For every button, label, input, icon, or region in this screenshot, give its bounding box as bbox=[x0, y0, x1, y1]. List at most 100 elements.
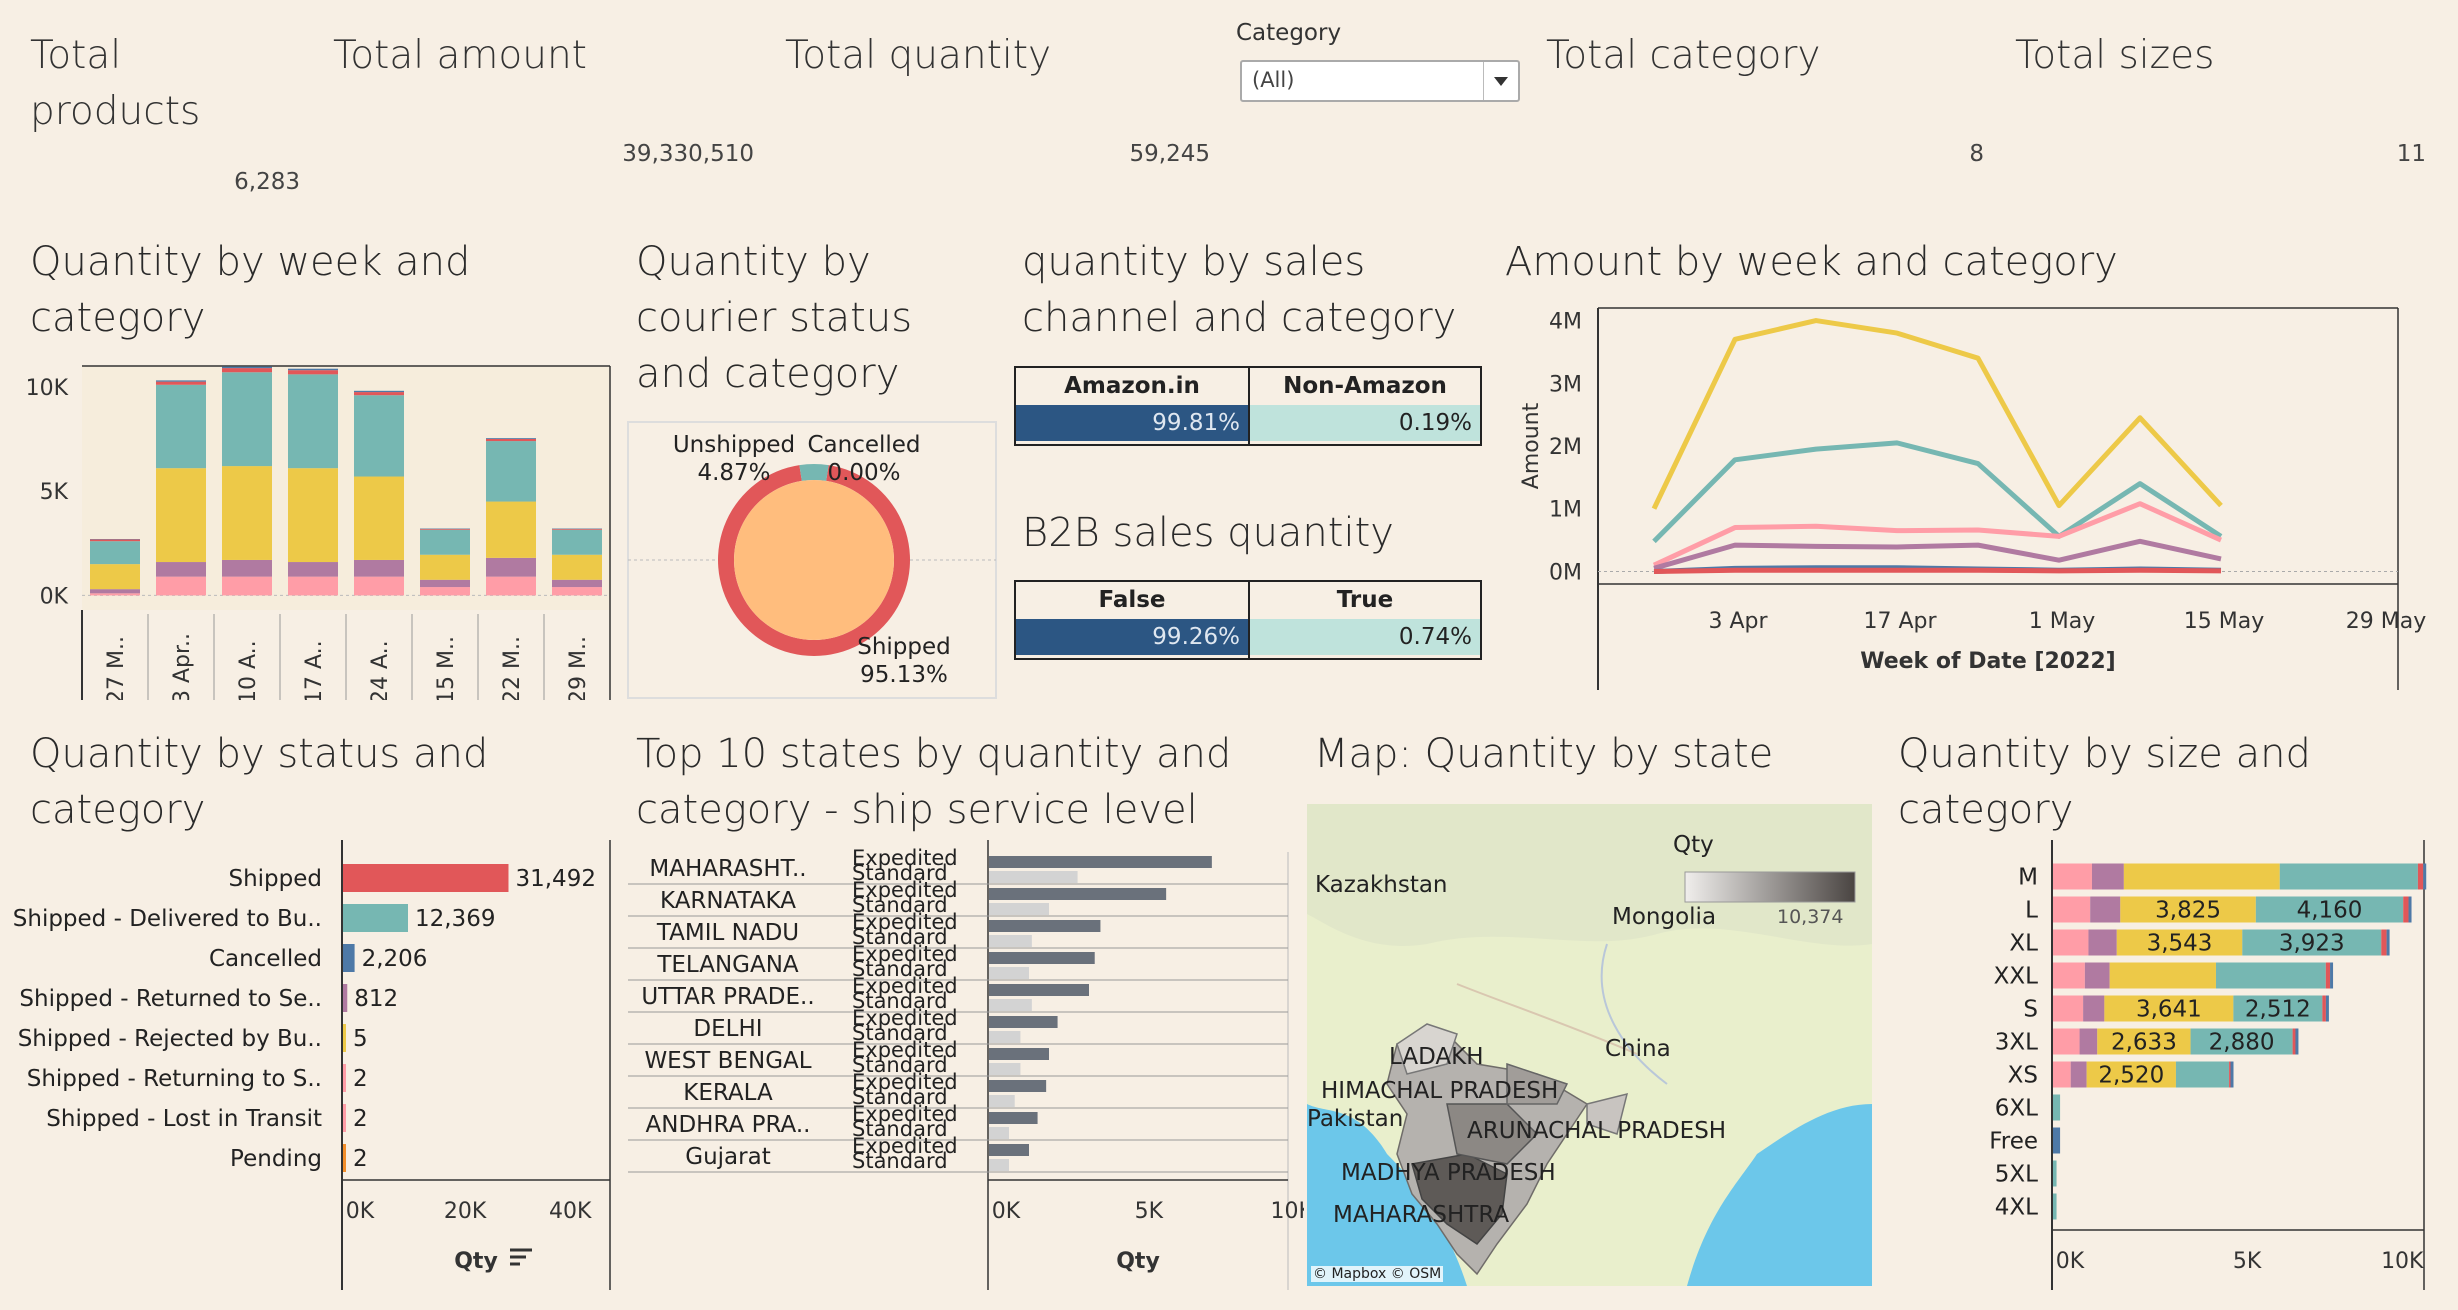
state-label: DELHI bbox=[693, 1016, 762, 1042]
map-label-maharashtra: MAHARASHTRA bbox=[1333, 1202, 1510, 1228]
title-status: Quantity by status and category bbox=[30, 731, 489, 833]
bar bbox=[343, 944, 355, 972]
x-tick-label: 22 M.. bbox=[500, 636, 525, 700]
sales-channel-value-1: 0.19% bbox=[1250, 405, 1480, 441]
category-label: Pending bbox=[230, 1146, 322, 1172]
x-tick-label: 17 A.. bbox=[302, 640, 327, 700]
bar-value-label: 2 bbox=[353, 1066, 368, 1092]
bar-segment bbox=[156, 468, 206, 563]
ship-level-label: Expedited bbox=[852, 974, 958, 998]
bar-segment bbox=[486, 557, 536, 577]
bar-segment bbox=[2088, 929, 2117, 956]
ship-level-label: Standard bbox=[852, 989, 948, 1013]
bar-segment bbox=[354, 576, 404, 596]
size-category-chart[interactable]: ML 3,825 4,160 XL 3,543 3,923 XXL S 3,641 2,512 3X… bbox=[1880, 840, 2450, 1290]
ship-level-label: Expedited bbox=[852, 1038, 958, 1062]
kpi-total-products-label: Total products bbox=[30, 33, 201, 134]
bar-segment bbox=[2190, 1028, 2293, 1055]
bar-segment bbox=[2053, 1061, 2071, 1088]
bar bbox=[989, 935, 1032, 947]
bar-segment bbox=[2053, 962, 2085, 989]
status-bar-chart[interactable]: Shipped 31,492 Shipped - Delivered to Bu..… bbox=[0, 840, 620, 1290]
bar-segment bbox=[222, 372, 272, 467]
category-label: Shipped - Returned to Se.. bbox=[19, 986, 322, 1012]
bar-segment bbox=[2215, 962, 2326, 989]
chevron-down-icon[interactable] bbox=[1483, 62, 1518, 100]
x-tick-label: 20K bbox=[444, 1199, 487, 1224]
bar-segment bbox=[2330, 962, 2334, 989]
size-label: XXL bbox=[1994, 964, 2039, 990]
segment-value-label: 3,641 bbox=[2136, 997, 2202, 1023]
sales-channel-table: Amazon.in Non-Amazon 99.81% 0.19% bbox=[1014, 366, 1482, 446]
bar-segment bbox=[288, 562, 338, 577]
bar-segment bbox=[2097, 1028, 2191, 1055]
x-tick-label: 15 May bbox=[2184, 609, 2264, 634]
map-label-himachal: HIMACHAL PRADESH bbox=[1321, 1078, 1559, 1104]
bar-segment bbox=[222, 366, 272, 369]
bar-segment bbox=[90, 593, 140, 596]
state-label: ANDHRA PRA.. bbox=[646, 1112, 811, 1138]
size-label: L bbox=[2025, 898, 2038, 924]
bar-segment bbox=[2053, 1160, 2057, 1187]
bar-segment bbox=[2109, 962, 2216, 989]
x-tick-label: 29 May bbox=[2346, 609, 2426, 634]
slice-label: Unshipped bbox=[673, 432, 795, 458]
bar-segment bbox=[486, 438, 536, 442]
slice-value: 4.87% bbox=[697, 460, 770, 486]
y-tick-label: 1M bbox=[1549, 498, 1582, 523]
ship-level-label: Standard bbox=[852, 1021, 948, 1045]
segment-value-label: 4,160 bbox=[2297, 898, 2363, 924]
bar bbox=[989, 888, 1167, 900]
y-tick-label: 3M bbox=[1549, 372, 1582, 397]
amount-line-chart[interactable]: 0M 1M 2M 3M 4M Amount 3 Apr 17 Apr 1 May 15 May 29… bbox=[1500, 300, 2440, 700]
india-map[interactable]: Qty 10,374 Kazakhstan Mongolia China LAD… bbox=[1307, 804, 1872, 1286]
bar-segment bbox=[420, 554, 470, 580]
kpi-total-sizes-value: 11 bbox=[2396, 141, 2426, 167]
bar-segment bbox=[552, 579, 602, 588]
title-size: Quantity by size and category bbox=[1898, 731, 2311, 833]
slice-label: Cancelled bbox=[807, 432, 920, 458]
bar-value-label: 2 bbox=[353, 1146, 368, 1172]
b2b-header-0: False bbox=[1098, 587, 1166, 613]
segment-value-label: 3,543 bbox=[2147, 931, 2213, 957]
map-legend-title: Qty bbox=[1673, 832, 1714, 858]
bar-segment bbox=[2070, 1061, 2087, 1088]
donut-hole bbox=[734, 480, 894, 640]
bar-segment bbox=[2292, 1028, 2296, 1055]
bar-segment bbox=[354, 476, 404, 560]
bar-segment bbox=[2423, 863, 2427, 890]
bar-segment bbox=[2053, 1094, 2061, 1121]
bar-segment bbox=[2381, 929, 2387, 956]
ship-level-label: Standard bbox=[852, 1117, 948, 1141]
ship-level-label: Standard bbox=[852, 1053, 948, 1077]
segment-value-label: 3,825 bbox=[2155, 898, 2221, 924]
map-legend-value: 10,374 bbox=[1777, 906, 1844, 928]
slice-label: Shipped bbox=[857, 634, 951, 660]
category-label: Shipped - Lost in Transit bbox=[46, 1106, 322, 1132]
bar bbox=[989, 1112, 1038, 1124]
bar-segment bbox=[222, 466, 272, 560]
bar bbox=[989, 903, 1049, 915]
ship-level-label: Expedited bbox=[852, 878, 958, 902]
series-line bbox=[1653, 538, 2222, 571]
bar bbox=[343, 984, 348, 1012]
kpi-total-category-label: Total category bbox=[1546, 33, 1821, 78]
y-tick-label: 0M bbox=[1549, 560, 1582, 585]
category-filter-dropdown[interactable]: (All) bbox=[1240, 60, 1520, 102]
bar bbox=[343, 1024, 346, 1052]
x-tick-label: 1 May bbox=[2029, 609, 2095, 634]
map-attribution: © Mapbox © OSM bbox=[1311, 1266, 1444, 1282]
title-courier: Quantity by courier status and category bbox=[636, 239, 913, 397]
sales-channel-header-0: Amazon.in bbox=[1064, 373, 1200, 399]
bar-value-label: 31,492 bbox=[515, 866, 595, 892]
bar-segment bbox=[222, 559, 272, 577]
bar-segment bbox=[2322, 995, 2326, 1022]
state-label: KARNATAKA bbox=[660, 888, 796, 914]
bar-segment bbox=[552, 587, 602, 596]
bar-segment bbox=[2325, 995, 2329, 1022]
bar-segment bbox=[2053, 896, 2091, 923]
week-category-chart[interactable]: 0K 5K 10K 27 M.. 3 Apr.. 10 A.. 17 A.. 24 A.. 15… bbox=[0, 350, 620, 700]
kpi-total-quantity-value: 59,245 bbox=[1129, 141, 1210, 167]
